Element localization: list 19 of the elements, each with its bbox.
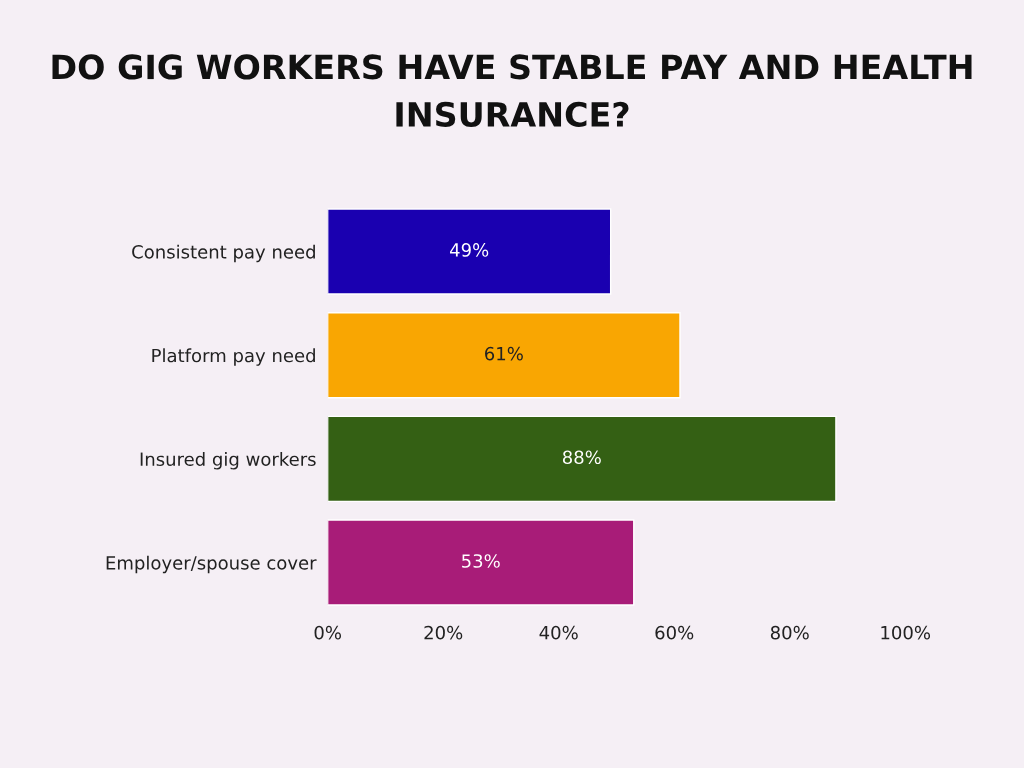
x-tick-label: 80% bbox=[770, 625, 809, 640]
x-tick-label: 20% bbox=[424, 625, 463, 640]
y-tick-label: Consistent pay need bbox=[132, 244, 315, 263]
data-label: 49% bbox=[449, 243, 489, 257]
y-tick-label: Insured gig workers bbox=[140, 452, 316, 470]
data-label: 53% bbox=[462, 554, 500, 568]
x-tick-label: 100% bbox=[881, 625, 931, 640]
y-tick-label: Employer/spouse cover bbox=[106, 555, 317, 574]
x-tick-label: 40% bbox=[539, 625, 578, 640]
bar bbox=[327, 311, 681, 399]
bar bbox=[327, 415, 837, 503]
x-tick-label: 0% bbox=[314, 625, 342, 640]
data-label: 61% bbox=[485, 346, 523, 361]
data-label: 88% bbox=[562, 450, 601, 465]
chart-title: DO GIG WORKERS HAVE STABLE PAY AND HEALTH INSURANCE? bbox=[52, 54, 972, 128]
bar bbox=[327, 519, 635, 606]
bar bbox=[327, 208, 612, 295]
x-tick-label: 60% bbox=[655, 625, 694, 640]
y-tick-label: Platform pay need bbox=[152, 348, 315, 366]
